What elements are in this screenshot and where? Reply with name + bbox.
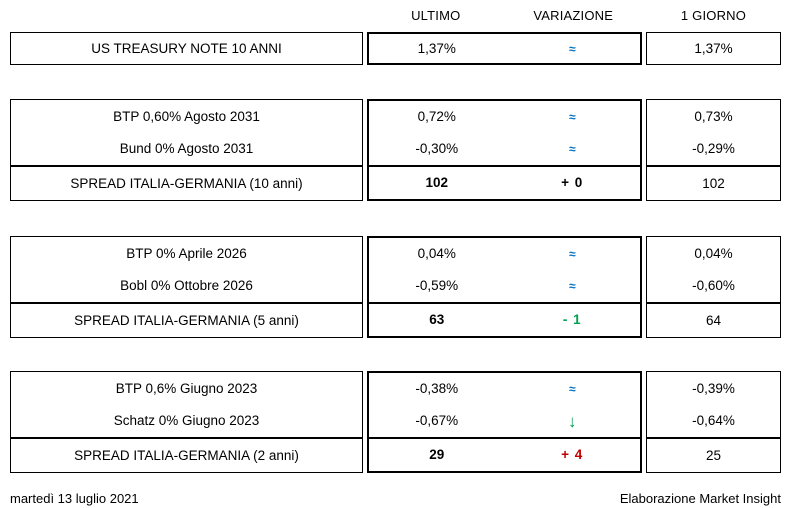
variation-approx-icon: ≈ xyxy=(568,41,576,56)
ultimo-value: 29 xyxy=(429,447,445,463)
header-spacer xyxy=(10,8,363,25)
ultimo-value: 63 xyxy=(429,312,445,328)
ultimo-value: -0,30% xyxy=(415,141,459,157)
attribution-label: Elaborazione Market Insight xyxy=(619,491,781,506)
bond-block: BTP 0,60% Agosto 2031 Bund 0% Agosto 2031… xyxy=(10,99,794,201)
giorno-box: -0,39% -0,64% 25 xyxy=(646,371,781,473)
variation-approx-icon: ≈ xyxy=(568,279,576,293)
instrument-label: US TREASURY NOTE 10 ANNI xyxy=(91,40,282,56)
giorno-value: 0,04% xyxy=(694,245,733,261)
instrument-label: Schatz 0% Giugno 2023 xyxy=(113,413,260,429)
giorno-box: 0,04% -0,60% 64 xyxy=(646,236,781,338)
bond-block: BTP 0% Aprile 2026 Bobl 0% Ottobre 2026 SP… xyxy=(10,236,794,338)
giorno-value: 1,37% xyxy=(694,40,733,56)
values-row: -0,38% ≈ xyxy=(369,373,640,405)
giorno-box: 1,37% xyxy=(646,32,781,65)
values-row: 63 - 1 xyxy=(369,302,640,336)
giorno-value: -0,60% xyxy=(692,278,735,294)
values-row: 1,37% ≈ xyxy=(369,34,640,63)
ultimo-value: -0,59% xyxy=(415,278,459,294)
ultimo-value: -0,67% xyxy=(415,413,459,429)
table-blocks: US TREASURY NOTE 10 ANNI 1,37% ≈ 1,37% BT… xyxy=(0,32,794,473)
variation-delta-value: + 4 xyxy=(561,447,584,463)
label-box: US TREASURY NOTE 10 ANNI xyxy=(10,32,363,65)
ultimo-value: 102 xyxy=(425,175,449,191)
instrument-label: Bobl 0% Ottobre 2026 xyxy=(120,278,253,294)
values-box: 1,37% ≈ xyxy=(367,32,642,65)
spread-row-label: SPREAD ITALIA-GERMANIA (5 anni) xyxy=(11,302,362,337)
instrument-label: BTP 0,6% Giugno 2023 xyxy=(115,380,258,396)
ultimo-value: 1,37% xyxy=(417,40,456,56)
report-date-label: martedì 13 luglio 2021 xyxy=(10,491,139,506)
giorno-value: 0,73% xyxy=(694,108,733,124)
values-row: -0,67% ↓ xyxy=(369,405,640,437)
header-center-group: ULTIMO VARIAZIONE xyxy=(367,8,642,25)
spread-row-label: SPREAD ITALIA-GERMANIA (2 anni) xyxy=(11,437,362,472)
spread-row-label: SPREAD ITALIA-GERMANIA (10 anni) xyxy=(11,165,362,200)
variation-approx-icon: ≈ xyxy=(568,142,576,156)
giorno-value: -0,39% xyxy=(692,380,735,396)
label-box: BTP 0% Aprile 2026 Bobl 0% Ottobre 2026 SP… xyxy=(10,236,363,338)
label-box: BTP 0,60% Agosto 2031 Bund 0% Agosto 2031… xyxy=(10,99,363,201)
column-header-giorno: 1 GIORNO xyxy=(680,8,747,23)
values-box: 0,72% ≈ -0,30% ≈102 + 0 xyxy=(367,99,642,201)
instrument-label: BTP 0,60% Agosto 2031 xyxy=(113,108,260,124)
bond-block: US TREASURY NOTE 10 ANNI 1,37% ≈ 1,37% xyxy=(10,32,794,65)
values-row: 102 + 0 xyxy=(369,165,640,199)
instrument-label: BTP 0% Aprile 2026 xyxy=(126,245,247,261)
variation-approx-icon: ≈ xyxy=(568,247,576,261)
footer: martedì 13 luglio 2021 Elaborazione Mark… xyxy=(10,491,781,506)
column-header-variazione: VARIAZIONE xyxy=(533,8,614,23)
giorno-value: 64 xyxy=(647,302,780,337)
column-headers: ULTIMO VARIAZIONE 1 GIORNO xyxy=(10,8,781,25)
variation-delta-value: - 1 xyxy=(562,312,582,328)
values-box: 0,04% ≈ -0,59% ≈63 - 1 xyxy=(367,236,642,338)
values-row: 29 + 4 xyxy=(369,437,640,471)
values-row: 0,72% ≈ xyxy=(369,101,640,133)
giorno-box: 0,73% -0,29% 102 xyxy=(646,99,781,201)
ultimo-value: 0,04% xyxy=(417,246,456,262)
instrument-label: Bund 0% Agosto 2031 xyxy=(119,141,254,157)
values-row: -0,59% ≈ xyxy=(369,270,640,302)
variation-delta-value: + 0 xyxy=(561,175,584,191)
column-header-ultimo: ULTIMO xyxy=(411,8,461,23)
values-row: 0,04% ≈ xyxy=(369,238,640,270)
variation-approx-icon: ≈ xyxy=(568,382,576,396)
values-row: -0,30% ≈ xyxy=(369,133,640,165)
variation-down-arrow-icon: ↓ xyxy=(568,411,577,431)
giorno-value: 102 xyxy=(647,165,780,200)
bond-block: BTP 0,6% Giugno 2023 Schatz 0% Giugno 202… xyxy=(10,371,794,473)
variation-approx-icon: ≈ xyxy=(568,110,576,124)
giorno-value: 25 xyxy=(647,437,780,472)
ultimo-value: -0,38% xyxy=(415,381,459,397)
giorno-value: -0,29% xyxy=(692,141,735,157)
giorno-value: -0,64% xyxy=(692,413,735,429)
values-box: -0,38% ≈ -0,67% ↓ 29 + 4 xyxy=(367,371,642,473)
label-box: BTP 0,6% Giugno 2023 Schatz 0% Giugno 202… xyxy=(10,371,363,473)
ultimo-value: 0,72% xyxy=(417,109,456,125)
